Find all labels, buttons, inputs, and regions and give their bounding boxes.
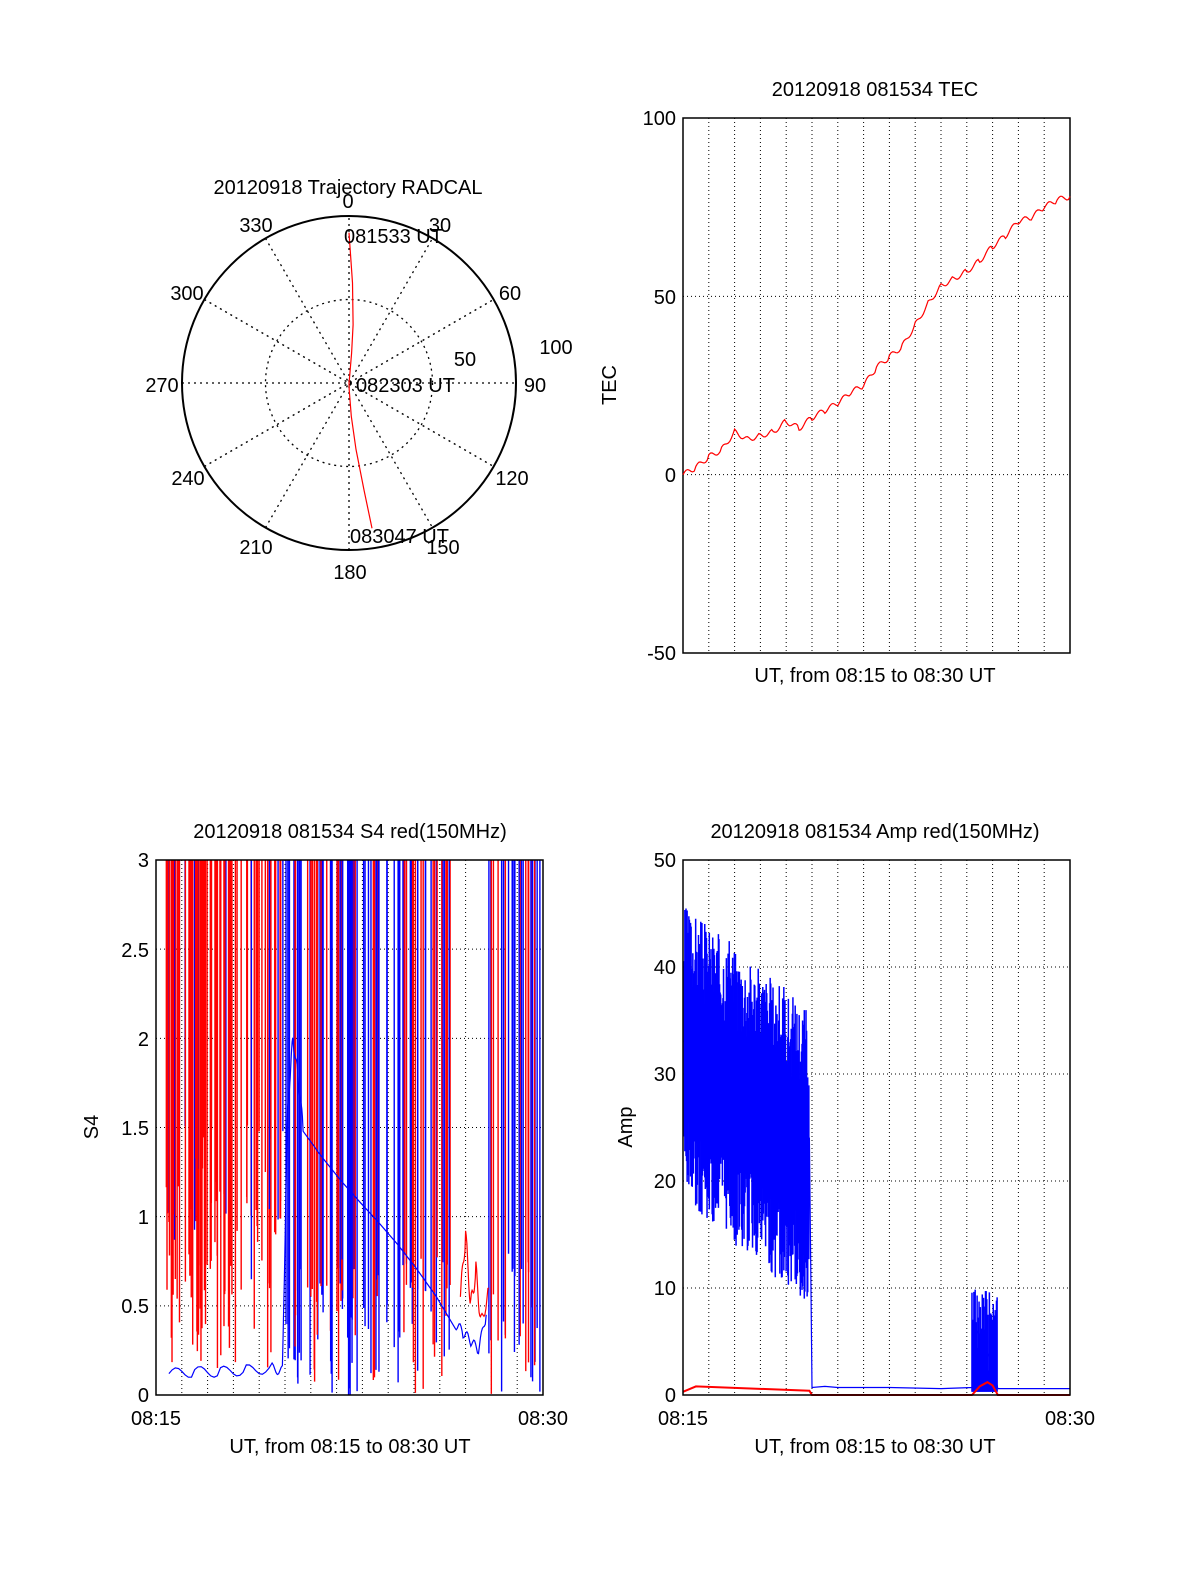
s4-ytick-3: 3 bbox=[138, 850, 149, 872]
tec-ytick-0: 0 bbox=[665, 465, 676, 487]
radial-label-50: 50 bbox=[454, 349, 476, 371]
tec-ytick-100: 100 bbox=[643, 108, 676, 130]
radial-label-100: 100 bbox=[539, 337, 572, 359]
tec-plot-frame bbox=[682, 117, 1071, 654]
amp-ytick-50: 50 bbox=[654, 850, 676, 872]
s4-plot-frame bbox=[155, 859, 544, 1396]
amp-xtick-start: 08:15 bbox=[658, 1408, 708, 1430]
amp-ytick-20: 20 bbox=[654, 1171, 676, 1193]
azimuth-label-240: 240 bbox=[171, 468, 204, 490]
azimuth-label-120: 120 bbox=[495, 468, 528, 490]
amp-title: 20120918 081534 Amp red(150MHz) bbox=[710, 821, 1039, 843]
s4-ylabel: S4 bbox=[81, 1115, 103, 1139]
tec-title: 20120918 081534 TEC bbox=[772, 79, 978, 101]
azimuth-label-330: 330 bbox=[239, 215, 272, 237]
azimuth-label-300: 300 bbox=[170, 283, 203, 305]
amp-ytick-40: 40 bbox=[654, 957, 676, 979]
s4-ytick-1: 1 bbox=[138, 1207, 149, 1229]
s4-ytick-2.5: 2.5 bbox=[121, 940, 149, 962]
azimuth-label-60: 60 bbox=[499, 283, 521, 305]
azimuth-label-150: 150 bbox=[426, 537, 459, 559]
tec-ylabel: TEC bbox=[599, 365, 621, 405]
s4-ytick-1.5: 1.5 bbox=[121, 1118, 149, 1140]
polar-panel: 20120918 Trajectory RADCAL 0 30 60 90 12… bbox=[145, 177, 572, 584]
amp-red-line bbox=[682, 1381, 1070, 1396]
s4-panel: 20120918 081534 S4 red(150MHz) 3 2.5 2 1… bbox=[81, 821, 568, 1458]
amp-panel: 20120918 081534 Amp red(150MHz) 50 40 30… bbox=[615, 821, 1095, 1458]
amp-ytick-30: 30 bbox=[654, 1064, 676, 1086]
s4-xtick-start: 08:15 bbox=[131, 1408, 181, 1430]
azimuth-label-270: 270 bbox=[145, 375, 178, 397]
azimuth-label-180: 180 bbox=[333, 562, 366, 584]
s4-ytick-0.5: 0.5 bbox=[121, 1296, 149, 1318]
polar-track-line bbox=[348, 232, 373, 529]
polar-spoke bbox=[204, 298, 494, 468]
s4-ytick-0: 0 bbox=[138, 1385, 149, 1407]
amp-noise-band bbox=[683, 908, 998, 1392]
azimuth-label-0: 0 bbox=[342, 191, 353, 213]
tec-series-line bbox=[682, 195, 1071, 475]
polar-spoke bbox=[264, 238, 434, 528]
amp-xlabel: UT, from 08:15 to 08:30 UT bbox=[754, 1436, 995, 1458]
track-start-label: 081533 UT bbox=[344, 226, 443, 248]
amp-ytick-10: 10 bbox=[654, 1278, 676, 1300]
azimuth-label-210: 210 bbox=[239, 537, 272, 559]
s4-xtick-end: 08:30 bbox=[518, 1408, 568, 1430]
amp-plot-frame bbox=[682, 859, 1071, 1396]
tec-xlabel: UT, from 08:15 to 08:30 UT bbox=[754, 665, 995, 687]
tec-grid bbox=[683, 118, 1070, 653]
tec-ytick-50: 50 bbox=[654, 287, 676, 309]
s4-title: 20120918 081534 S4 red(150MHz) bbox=[193, 821, 507, 843]
azimuth-label-90: 90 bbox=[524, 375, 546, 397]
s4-red-line bbox=[459, 1230, 490, 1318]
s4-xlabel: UT, from 08:15 to 08:30 UT bbox=[229, 1436, 470, 1458]
tec-panel: 20120918 081534 TEC 100 50 0 -50 TEC UT,… bbox=[599, 79, 1071, 687]
polar-spoke bbox=[204, 298, 494, 468]
track-center-label: 082303 UT bbox=[356, 375, 455, 397]
polar-title: 20120918 Trajectory RADCAL bbox=[213, 177, 482, 199]
amp-ylabel: Amp bbox=[615, 1106, 637, 1147]
polar-labels: 0 30 60 90 120 150 180 210 240 270 300 3… bbox=[145, 191, 572, 584]
tec-ytick-minus50: -50 bbox=[647, 643, 676, 665]
s4-blue-line bbox=[168, 1037, 487, 1378]
amp-ytick-0: 0 bbox=[665, 1385, 676, 1407]
track-end-label: 083047 UT bbox=[350, 526, 449, 548]
amp-xtick-end: 08:30 bbox=[1045, 1408, 1095, 1430]
polar-grid bbox=[181, 215, 517, 551]
azimuth-label-30: 30 bbox=[429, 215, 451, 237]
amp-blue-line bbox=[682, 1030, 1070, 1390]
s4-spikes bbox=[165, 860, 541, 1395]
polar-spoke bbox=[264, 238, 434, 528]
polar-inner-circle bbox=[264, 298, 434, 468]
s4-ytick-2: 2 bbox=[138, 1029, 149, 1051]
